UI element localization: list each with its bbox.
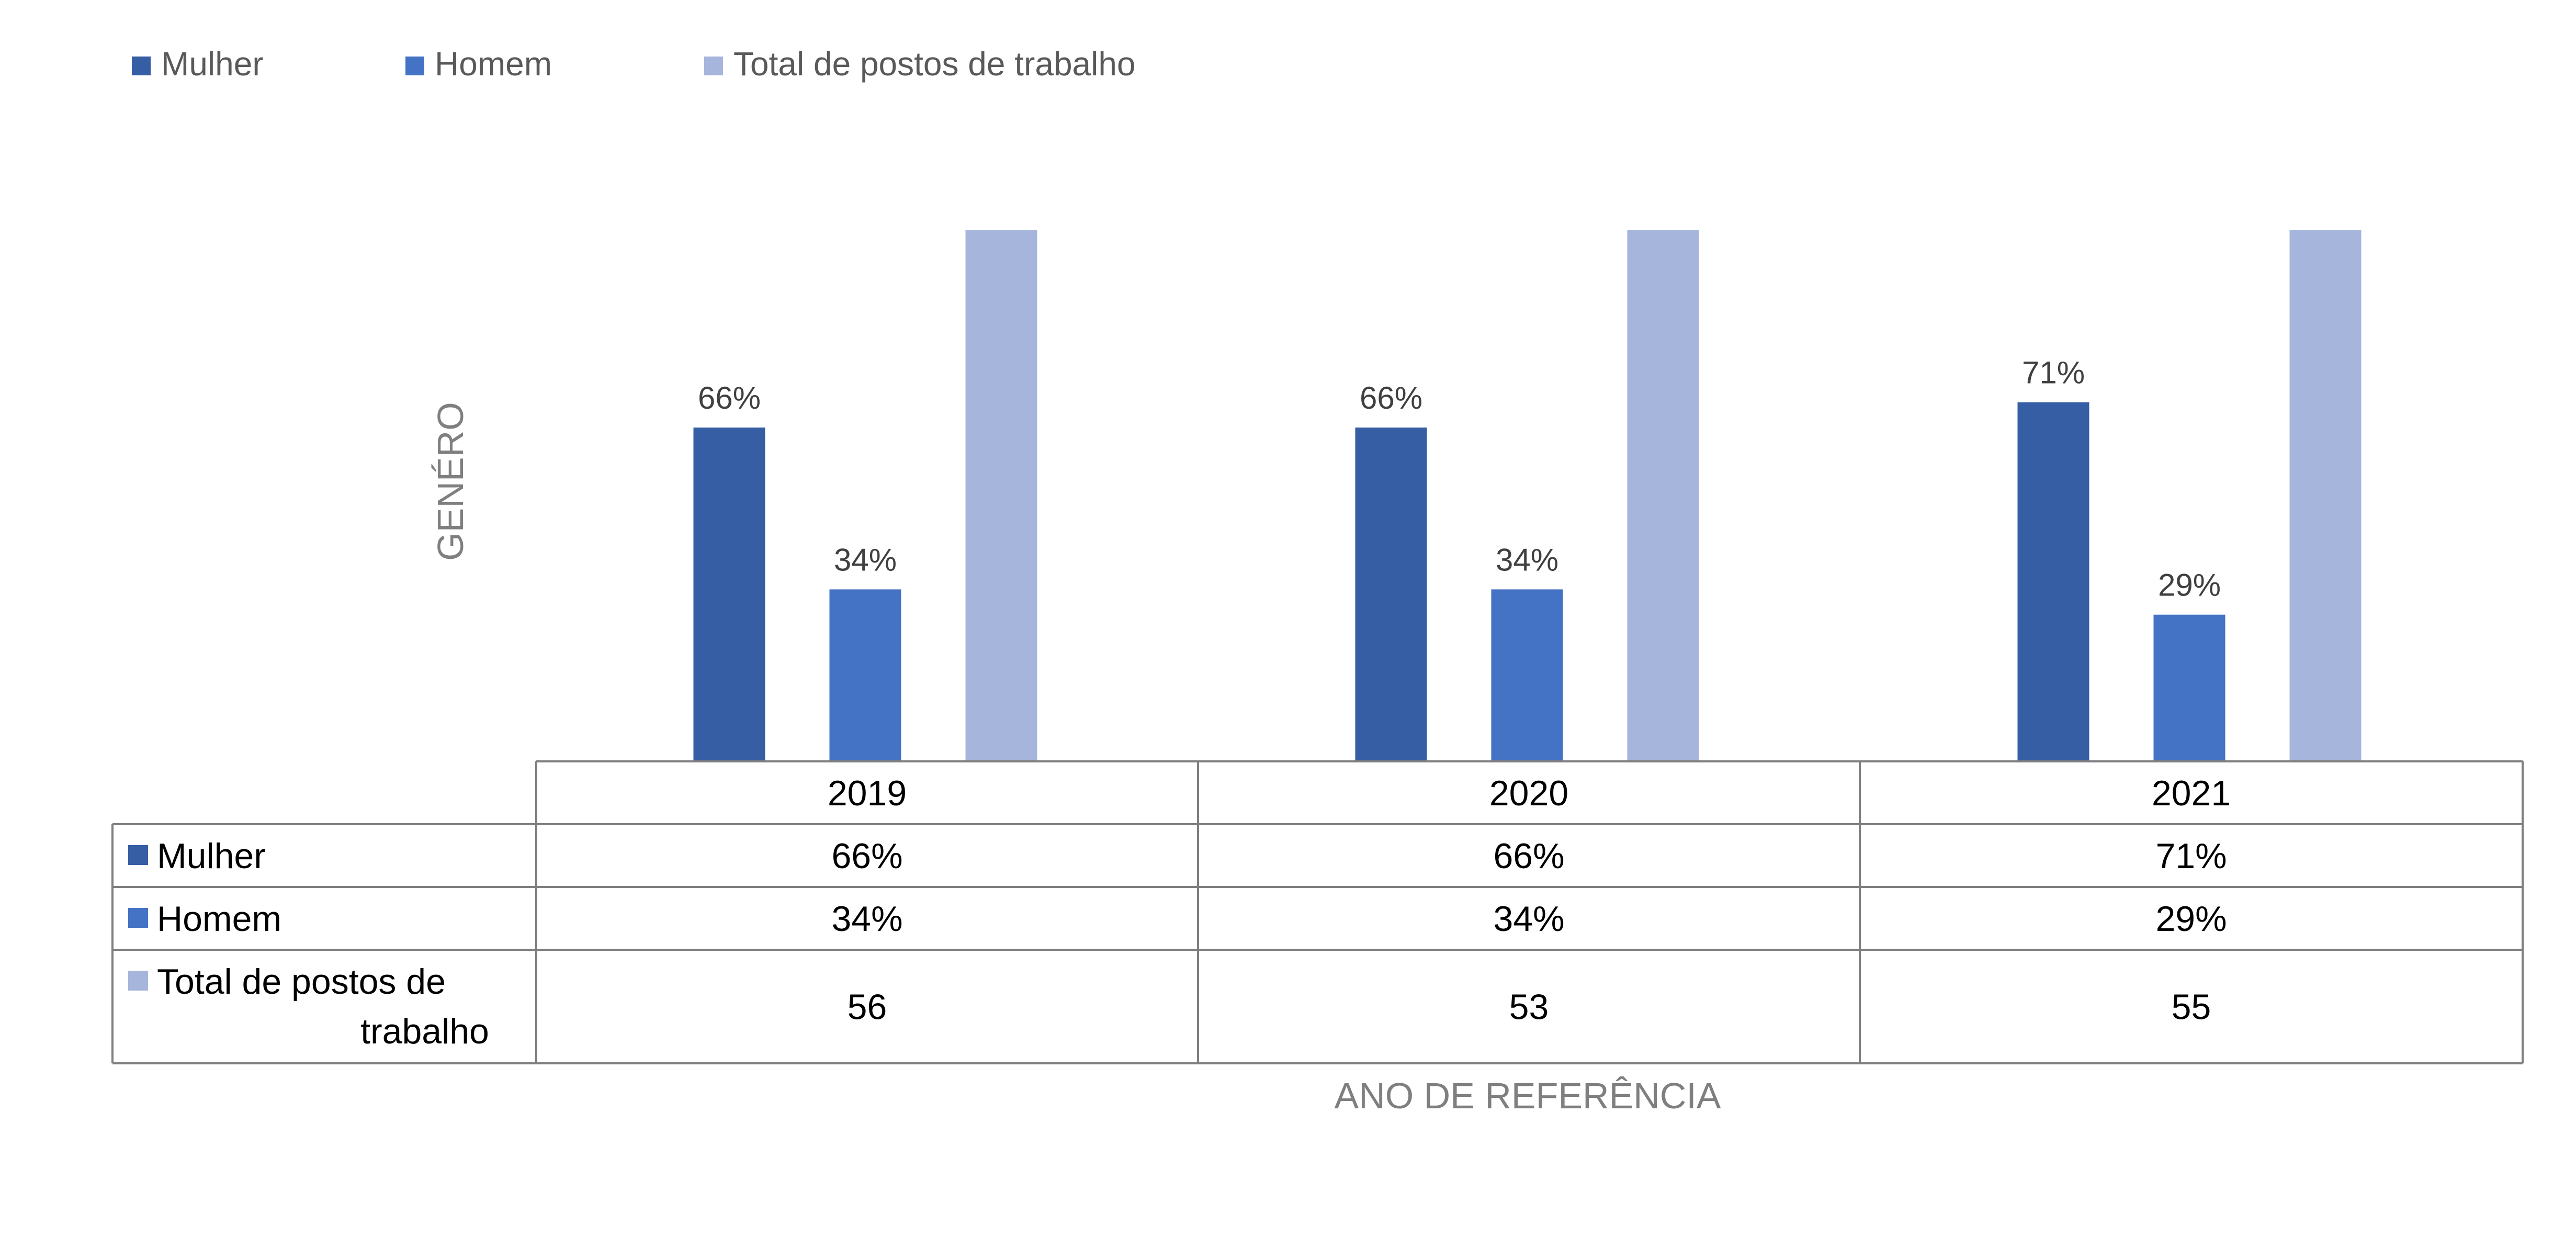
legend-label-total-de-postos-de-trabalho: Total de postos de trabalho	[733, 45, 1136, 83]
table-cell-mulher-2021: 71%	[2155, 836, 2227, 876]
plot-area	[693, 230, 2362, 761]
data-label-homem-2019: 34%	[834, 542, 897, 577]
table-swatch-homem	[128, 908, 148, 928]
table-cell-total-de-postos-de-trabalho-2020: 53	[1509, 987, 1549, 1027]
data-labels: 66% 34% 66% 34% 71% 29%	[698, 355, 2221, 603]
data-label-mulher-2020: 66%	[1360, 380, 1422, 415]
table-header-2020: 2020	[1489, 773, 1568, 813]
table-swatch-total-de-postos-de-trabalho	[128, 971, 148, 991]
data-label-mulher-2021: 71%	[2022, 355, 2085, 390]
x-axis-title: ANO DE REFERÊNCIA	[1335, 1075, 1721, 1116]
bar-homem-2021	[2153, 614, 2225, 761]
data-label-homem-2021: 29%	[2158, 568, 2221, 603]
table-cell-total-de-postos-de-trabalho-2021: 55	[2172, 987, 2211, 1027]
bar-total-de-postos-de-trabalho-2020	[1627, 230, 1699, 761]
table-cell-homem-2020: 34%	[1493, 899, 1564, 939]
legend-label-mulher: Mulher	[161, 45, 264, 83]
bar-homem-2019	[829, 589, 901, 761]
legend: Mulher Homem Total de postos de trabalho	[132, 45, 1136, 83]
legend-swatch-total-de-postos-de-trabalho	[704, 57, 723, 75]
table-row-label-homem: Homem	[157, 899, 281, 939]
data-label-mulher-2019: 66%	[698, 380, 761, 415]
table-header-2019: 2019	[828, 773, 907, 813]
legend-swatch-homem	[405, 57, 424, 75]
data-table: 2019 2020 2021 Mulher 66% 66% 71% Homem 34% 34% 29…	[111, 760, 2524, 1064]
bar-total-de-postos-de-trabalho-2019	[965, 230, 1037, 761]
table-swatch-mulher	[128, 845, 148, 865]
table-cell-mulher-2020: 66%	[1493, 836, 1564, 876]
bar-mulher-2021	[2017, 402, 2089, 761]
table-cell-mulher-2019: 66%	[831, 836, 902, 876]
bar-total-de-postos-de-trabalho-2021	[2289, 230, 2362, 761]
table-row-label-total-de-postos-de-trabalho: Total de postos de trabalho	[157, 962, 489, 1051]
legend-swatch-mulher	[132, 57, 151, 75]
bar-mulher-2020	[1355, 428, 1427, 761]
data-label-homem-2020: 34%	[1496, 542, 1558, 577]
table-row-label-mulher: Mulher	[157, 836, 266, 876]
y-axis-title: GENÉRO	[430, 402, 471, 560]
table-cell-total-de-postos-de-trabalho-2019: 56	[848, 987, 887, 1027]
bar-mulher-2019	[693, 428, 765, 761]
table-cell-homem-2021: 29%	[2155, 899, 2227, 939]
legend-label-homem: Homem	[435, 45, 552, 83]
bar-homem-2020	[1491, 589, 1563, 761]
table-cell-homem-2019: 34%	[831, 899, 902, 939]
table-header-2021: 2021	[2152, 773, 2231, 813]
